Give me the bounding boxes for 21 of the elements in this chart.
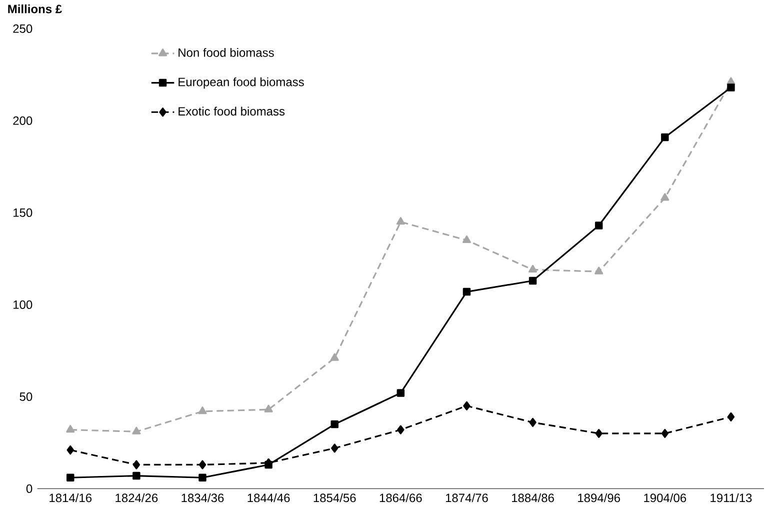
legend-label: European food biomass: [178, 77, 304, 89]
y-tick-label: 200: [13, 116, 32, 125]
y-tick-label: 100: [14, 300, 32, 309]
x-tick-label: 1894/96: [578, 493, 620, 502]
legend-label: Exotic food biomass: [178, 106, 285, 116]
x-tick-label: 1911/13: [710, 493, 752, 502]
x-tick-label: 1874/76: [446, 493, 488, 502]
y-tick-label: 250: [13, 24, 32, 33]
x-tick-label: 1844/46: [248, 493, 290, 502]
y-tick-label: 50: [20, 392, 32, 401]
y-tick-label: 150: [14, 208, 32, 217]
legend-label: Non food biomass: [178, 48, 274, 57]
y-tick-label: 0: [26, 484, 32, 493]
x-tick-label: 1834/36: [182, 493, 224, 502]
x-tick-label: 1864/66: [380, 493, 422, 502]
x-tick-label: 1824/26: [116, 493, 158, 502]
y-axis-title: Millions £: [8, 4, 62, 14]
x-tick-label: 1904/06: [644, 493, 686, 502]
x-tick-label: 1814/16: [50, 493, 92, 502]
x-tick-label: 1854/56: [314, 493, 356, 502]
x-tick-label: 1884/86: [512, 493, 554, 502]
